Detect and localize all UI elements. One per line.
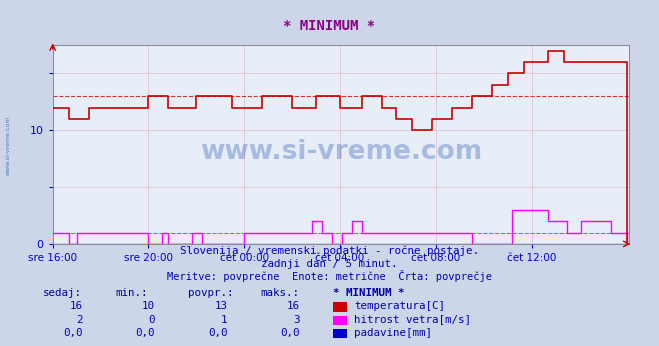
Text: Meritve: povprečne  Enote: metrične  Črta: povprečje: Meritve: povprečne Enote: metrične Črta:… — [167, 270, 492, 282]
Text: 1: 1 — [221, 315, 227, 325]
Text: povpr.:: povpr.: — [188, 288, 233, 298]
Text: 2: 2 — [76, 315, 82, 325]
Text: 0,0: 0,0 — [63, 328, 82, 338]
Text: www.si-vreme.com: www.si-vreme.com — [6, 116, 11, 175]
Text: sedaj:: sedaj: — [43, 288, 82, 298]
Text: 3: 3 — [293, 315, 300, 325]
Text: 16: 16 — [69, 301, 82, 311]
Text: zadnji dan / 5 minut.: zadnji dan / 5 minut. — [261, 259, 398, 269]
Text: 0,0: 0,0 — [135, 328, 155, 338]
Text: 16: 16 — [287, 301, 300, 311]
Text: 13: 13 — [214, 301, 227, 311]
Text: temperatura[C]: temperatura[C] — [354, 301, 445, 311]
Text: maks.:: maks.: — [260, 288, 299, 298]
Text: min.:: min.: — [115, 288, 148, 298]
Text: 0,0: 0,0 — [208, 328, 227, 338]
Text: padavine[mm]: padavine[mm] — [354, 328, 432, 338]
Text: 0,0: 0,0 — [280, 328, 300, 338]
Text: 10: 10 — [142, 301, 155, 311]
Text: * MINIMUM *: * MINIMUM * — [333, 288, 404, 298]
Text: www.si-vreme.com: www.si-vreme.com — [200, 139, 482, 165]
Text: hitrost vetra[m/s]: hitrost vetra[m/s] — [354, 315, 471, 325]
Text: * MINIMUM *: * MINIMUM * — [283, 19, 376, 33]
Text: 0: 0 — [148, 315, 155, 325]
Text: Slovenija / vremenski podatki - ročne postaje.: Slovenija / vremenski podatki - ročne po… — [180, 246, 479, 256]
